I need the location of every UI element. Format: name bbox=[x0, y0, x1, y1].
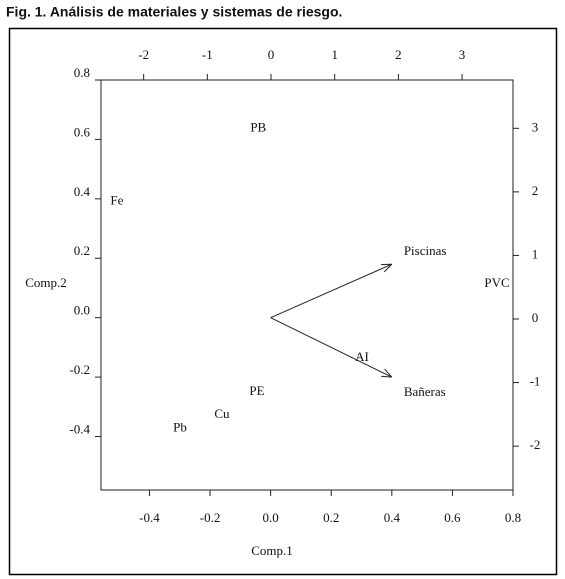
point-label: PVC bbox=[484, 275, 509, 290]
y-tick-label: 0.8 bbox=[74, 65, 90, 80]
chart-title: Fig. 1. Análisis de materiales y sistema… bbox=[6, 4, 342, 20]
y2-tick-label: 1 bbox=[532, 246, 539, 261]
point-label: Pb bbox=[173, 419, 187, 434]
x-tick-label: 0.4 bbox=[384, 510, 401, 525]
y-tick-label: 0.2 bbox=[74, 243, 90, 258]
y-tick-label: -0.4 bbox=[69, 422, 90, 437]
x2-tick-label: 1 bbox=[331, 47, 338, 62]
plot-area bbox=[100, 79, 514, 491]
point-label: Fe bbox=[110, 192, 123, 207]
x-tick-label: -0.2 bbox=[200, 510, 221, 525]
loading-arrow bbox=[270, 264, 392, 319]
point-label: PE bbox=[249, 383, 264, 398]
y2-tick-label: -2 bbox=[530, 437, 541, 452]
x-tick-label: 0.8 bbox=[505, 510, 521, 525]
y2-tick-label: 3 bbox=[532, 119, 539, 134]
x-tick-label: 0.6 bbox=[444, 510, 461, 525]
y2-tick-label: 2 bbox=[532, 183, 539, 198]
x2-tick-label: 3 bbox=[459, 47, 466, 62]
x-axis-title: Comp.1 bbox=[251, 543, 293, 558]
point-label: PB bbox=[250, 119, 266, 134]
x2-tick-label: -2 bbox=[138, 47, 149, 62]
y-tick-label: 0.4 bbox=[74, 184, 91, 199]
x-tick-label: -0.4 bbox=[139, 510, 160, 525]
y2-tick-label: -1 bbox=[530, 374, 541, 389]
loading-label: Piscinas bbox=[404, 243, 447, 258]
y-axis-title: Comp.2 bbox=[25, 275, 67, 290]
y-tick-label: 0.0 bbox=[74, 303, 90, 318]
frame bbox=[8, 27, 558, 576]
x2-tick-label: 2 bbox=[395, 47, 402, 62]
annotation: AI bbox=[355, 349, 369, 364]
loading-arrow bbox=[270, 317, 392, 377]
y-tick-label: 0.6 bbox=[74, 124, 91, 139]
x2-tick-label: -1 bbox=[202, 47, 213, 62]
x2-tick-label: 0 bbox=[268, 47, 275, 62]
y2-tick-label: 0 bbox=[532, 310, 539, 325]
loading-label: Bañeras bbox=[404, 384, 446, 399]
point-label: Cu bbox=[214, 406, 230, 421]
x-tick-label: 0.2 bbox=[323, 510, 339, 525]
x-tick-label: 0.0 bbox=[263, 510, 279, 525]
y-tick-label: -0.2 bbox=[69, 362, 90, 377]
